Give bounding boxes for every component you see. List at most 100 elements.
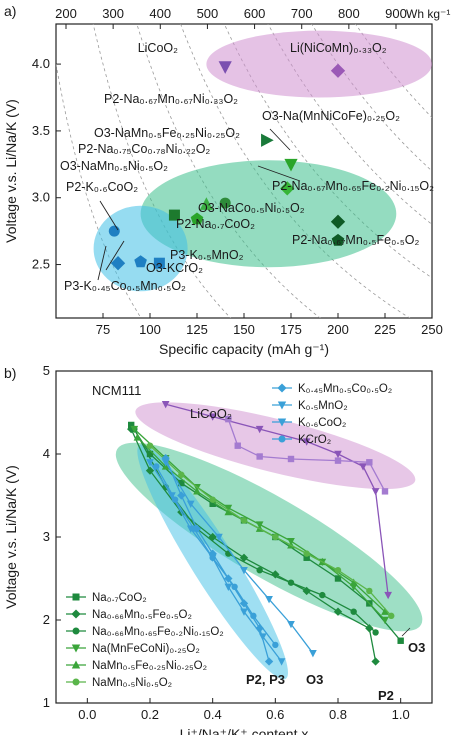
top-axis-tick-label: 800 <box>338 6 360 21</box>
legend-entry: K₀.₆CoO₂ <box>272 417 346 429</box>
panel-a-y-tick-label: 4.0 <box>32 56 50 71</box>
series-point <box>287 620 295 629</box>
series-point <box>240 608 248 616</box>
point-label: P2-Na₀.₇₅Co₀.₇₈Ni₀.₂₂O₂ <box>78 142 210 156</box>
legend-marker <box>277 383 287 393</box>
region-label: LiCoO₂ <box>190 406 232 421</box>
panel-b-x-tick-label: 0.8 <box>329 707 347 722</box>
series-point <box>224 583 233 591</box>
iso-energy-curve <box>180 24 411 318</box>
legend-entry: NaMn₀.₅Ni₀.₅O₂ <box>66 677 172 689</box>
panel-b-y-tick-label: 4 <box>43 446 50 461</box>
data-point <box>134 255 147 268</box>
panel-a-y-tick-label: 2.5 <box>32 257 50 272</box>
panel-a-x-tick-label: 75 <box>96 322 110 337</box>
series-point <box>272 533 279 541</box>
series-line <box>165 403 389 596</box>
panel-a-label: a) <box>4 3 16 19</box>
series-point <box>287 455 295 463</box>
series-point <box>133 433 142 441</box>
panel-b: 0.0 0.2 0.4 0.6 0.8 1.0 1 2 3 4 5 Li⁺/Na⁺/K⁺ conten… <box>3 363 433 735</box>
series-point <box>193 487 201 495</box>
data-point <box>261 133 274 147</box>
top-axis-unit: Wh kg⁻¹ <box>406 7 450 21</box>
series-point <box>234 442 241 449</box>
series-point <box>256 453 263 460</box>
point-label: P2-Na₀.₆₇Mn₀.₆₅Fe₀.₂Ni₀.₁₅O₂ <box>272 179 434 193</box>
point-label: LiCoO₂ <box>138 41 178 55</box>
top-axis-tick-label: 500 <box>197 6 219 21</box>
panel-a-x-tick-label: 100 <box>139 322 161 337</box>
label-arrow <box>99 200 119 231</box>
panel-a-x-tick-label: 150 <box>233 322 255 337</box>
series-point <box>250 612 257 620</box>
legend-entry: K₀.₄₅Mn₀.₅Co₀.₅O₂ <box>272 383 392 395</box>
region-label: P2, P3 <box>246 672 285 687</box>
series-point <box>334 457 342 464</box>
series-point <box>231 583 238 590</box>
series-point <box>146 450 154 458</box>
series-point <box>381 607 389 615</box>
top-axis-tick-label: 900 <box>385 6 407 21</box>
point-label: P2-Na₀.₇CoO₂ <box>176 217 255 231</box>
data-point <box>199 197 213 210</box>
top-axis-tick-label: 200 <box>55 6 77 21</box>
panel-b-y-tick-label: 3 <box>43 529 50 544</box>
panel-b-x-tick-label: 0.0 <box>78 707 96 722</box>
data-point <box>168 209 180 221</box>
panel-b-y-tick-label: 1 <box>43 695 50 710</box>
region-label: NCM111 <box>92 383 141 398</box>
legend-label: Na₀.₆₆Mn₀.₅Fe₀.₅O₂ <box>92 609 192 621</box>
panel-b-x-axis-label: Li⁺/Na⁺/K⁺ content x <box>180 726 309 735</box>
top-axis-tick-label: 300 <box>102 6 124 21</box>
series-point <box>350 608 357 615</box>
point-label: P2-Na₀.₆₇Mn₀.₅Fe₀.₅O₂ <box>292 233 419 247</box>
series-point <box>309 650 317 658</box>
legend-label: K₀.₄₅Mn₀.₅Co₀.₅O₂ <box>298 383 392 395</box>
series-point <box>215 533 223 542</box>
series-point <box>146 442 154 449</box>
series-line <box>165 457 270 662</box>
legend-marker <box>277 401 287 410</box>
legend-label: NaMn₀.₅Fe₀.₂₅Ni₀.₂₅O₂ <box>92 660 207 672</box>
series-point <box>277 658 286 666</box>
region-label: O3 <box>306 672 323 687</box>
series-point <box>319 591 326 599</box>
series-point <box>224 507 233 516</box>
series-point <box>240 517 248 524</box>
top-axis-tick-label: 400 <box>149 6 171 21</box>
data-point <box>218 61 232 74</box>
series-point <box>372 629 379 636</box>
region-li <box>206 30 432 98</box>
series-point <box>366 587 373 595</box>
series-point <box>334 450 342 459</box>
series-point <box>272 641 279 649</box>
series-point <box>349 578 358 586</box>
series-line <box>130 428 377 662</box>
legend-entry: KCrO₂ <box>272 434 331 446</box>
series-point <box>302 586 311 596</box>
panel-a-x-tick-label: 125 <box>186 322 208 337</box>
iso-energy-curve <box>92 24 232 318</box>
series-point <box>381 616 389 625</box>
point-label: P3-K₀.₅MnO₂ <box>170 248 244 262</box>
series-point <box>333 607 343 616</box>
panel-a-y-axis-label: Voltage v.s. Li/Na/K (V) <box>3 99 19 243</box>
panel-b-y-tick-label: 2 <box>43 612 50 627</box>
series-point <box>271 570 280 579</box>
label-arrow <box>269 128 291 151</box>
iso-energy-curve <box>267 24 432 226</box>
label-arrow <box>97 245 107 281</box>
series-point <box>371 657 380 666</box>
label-arrow <box>401 627 411 637</box>
series-point <box>256 567 263 574</box>
top-axis-tick-label: 700 <box>291 6 313 21</box>
region-label: P2 <box>378 688 394 703</box>
point-label: O3-NaMn₀.₅Fe₀.₂₅Ni₀.₂₅O₂ <box>94 126 240 140</box>
panel-a-x-tick-label: 250 <box>421 322 443 337</box>
data-point <box>110 256 126 271</box>
series-point <box>287 579 295 586</box>
panel-b-x-tick-label: 0.2 <box>141 707 159 722</box>
legend-marker <box>72 593 80 601</box>
legend-entry: NaMn₀.₅Fe₀.₂₅Ni₀.₂₅O₂ <box>66 660 207 672</box>
